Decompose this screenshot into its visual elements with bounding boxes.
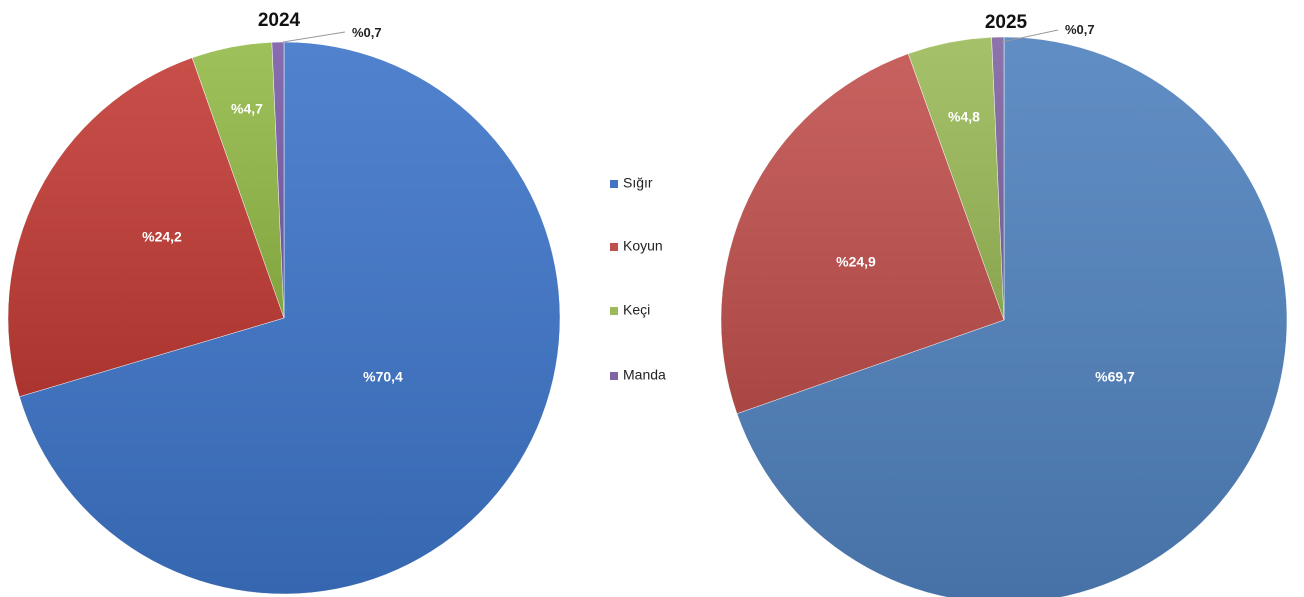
- legend-label-sigir: Sığır: [623, 175, 653, 191]
- leader-line: [282, 31, 346, 43]
- legend-label-koyun: Koyun: [623, 238, 663, 254]
- legend-label-keci: Keçi: [623, 302, 650, 318]
- data-label-keci: %4,8: [948, 109, 980, 125]
- chart-title: 2025: [985, 12, 1028, 33]
- data-label-sigir: %70,4: [363, 369, 403, 385]
- data-label-manda: %0,7: [1065, 22, 1095, 37]
- leader-line: [1001, 29, 1059, 43]
- data-label-manda: %0,7: [352, 25, 382, 40]
- legend-swatch-manda: [610, 372, 618, 380]
- data-label-koyun: %24,2: [142, 229, 182, 245]
- pie-chart-2025: 2025 %69,7 %24,9 %4,8 %0,7: [720, 12, 1288, 597]
- legend-label-manda: Manda: [623, 367, 666, 383]
- data-label-koyun: %24,9: [836, 254, 876, 270]
- legend: Sığır Koyun Keçi Manda: [610, 175, 666, 383]
- data-label-keci: %4,7: [231, 101, 263, 117]
- legend-swatch-keci: [610, 307, 618, 315]
- pie-chart-2024: 2024 %70,4 %24,2 %4,7 %0,7: [7, 10, 561, 595]
- data-label-sigir: %69,7: [1095, 369, 1135, 385]
- legend-swatch-koyun: [610, 243, 618, 251]
- legend-swatch-sigir: [610, 180, 618, 188]
- chart-title: 2024: [258, 10, 301, 31]
